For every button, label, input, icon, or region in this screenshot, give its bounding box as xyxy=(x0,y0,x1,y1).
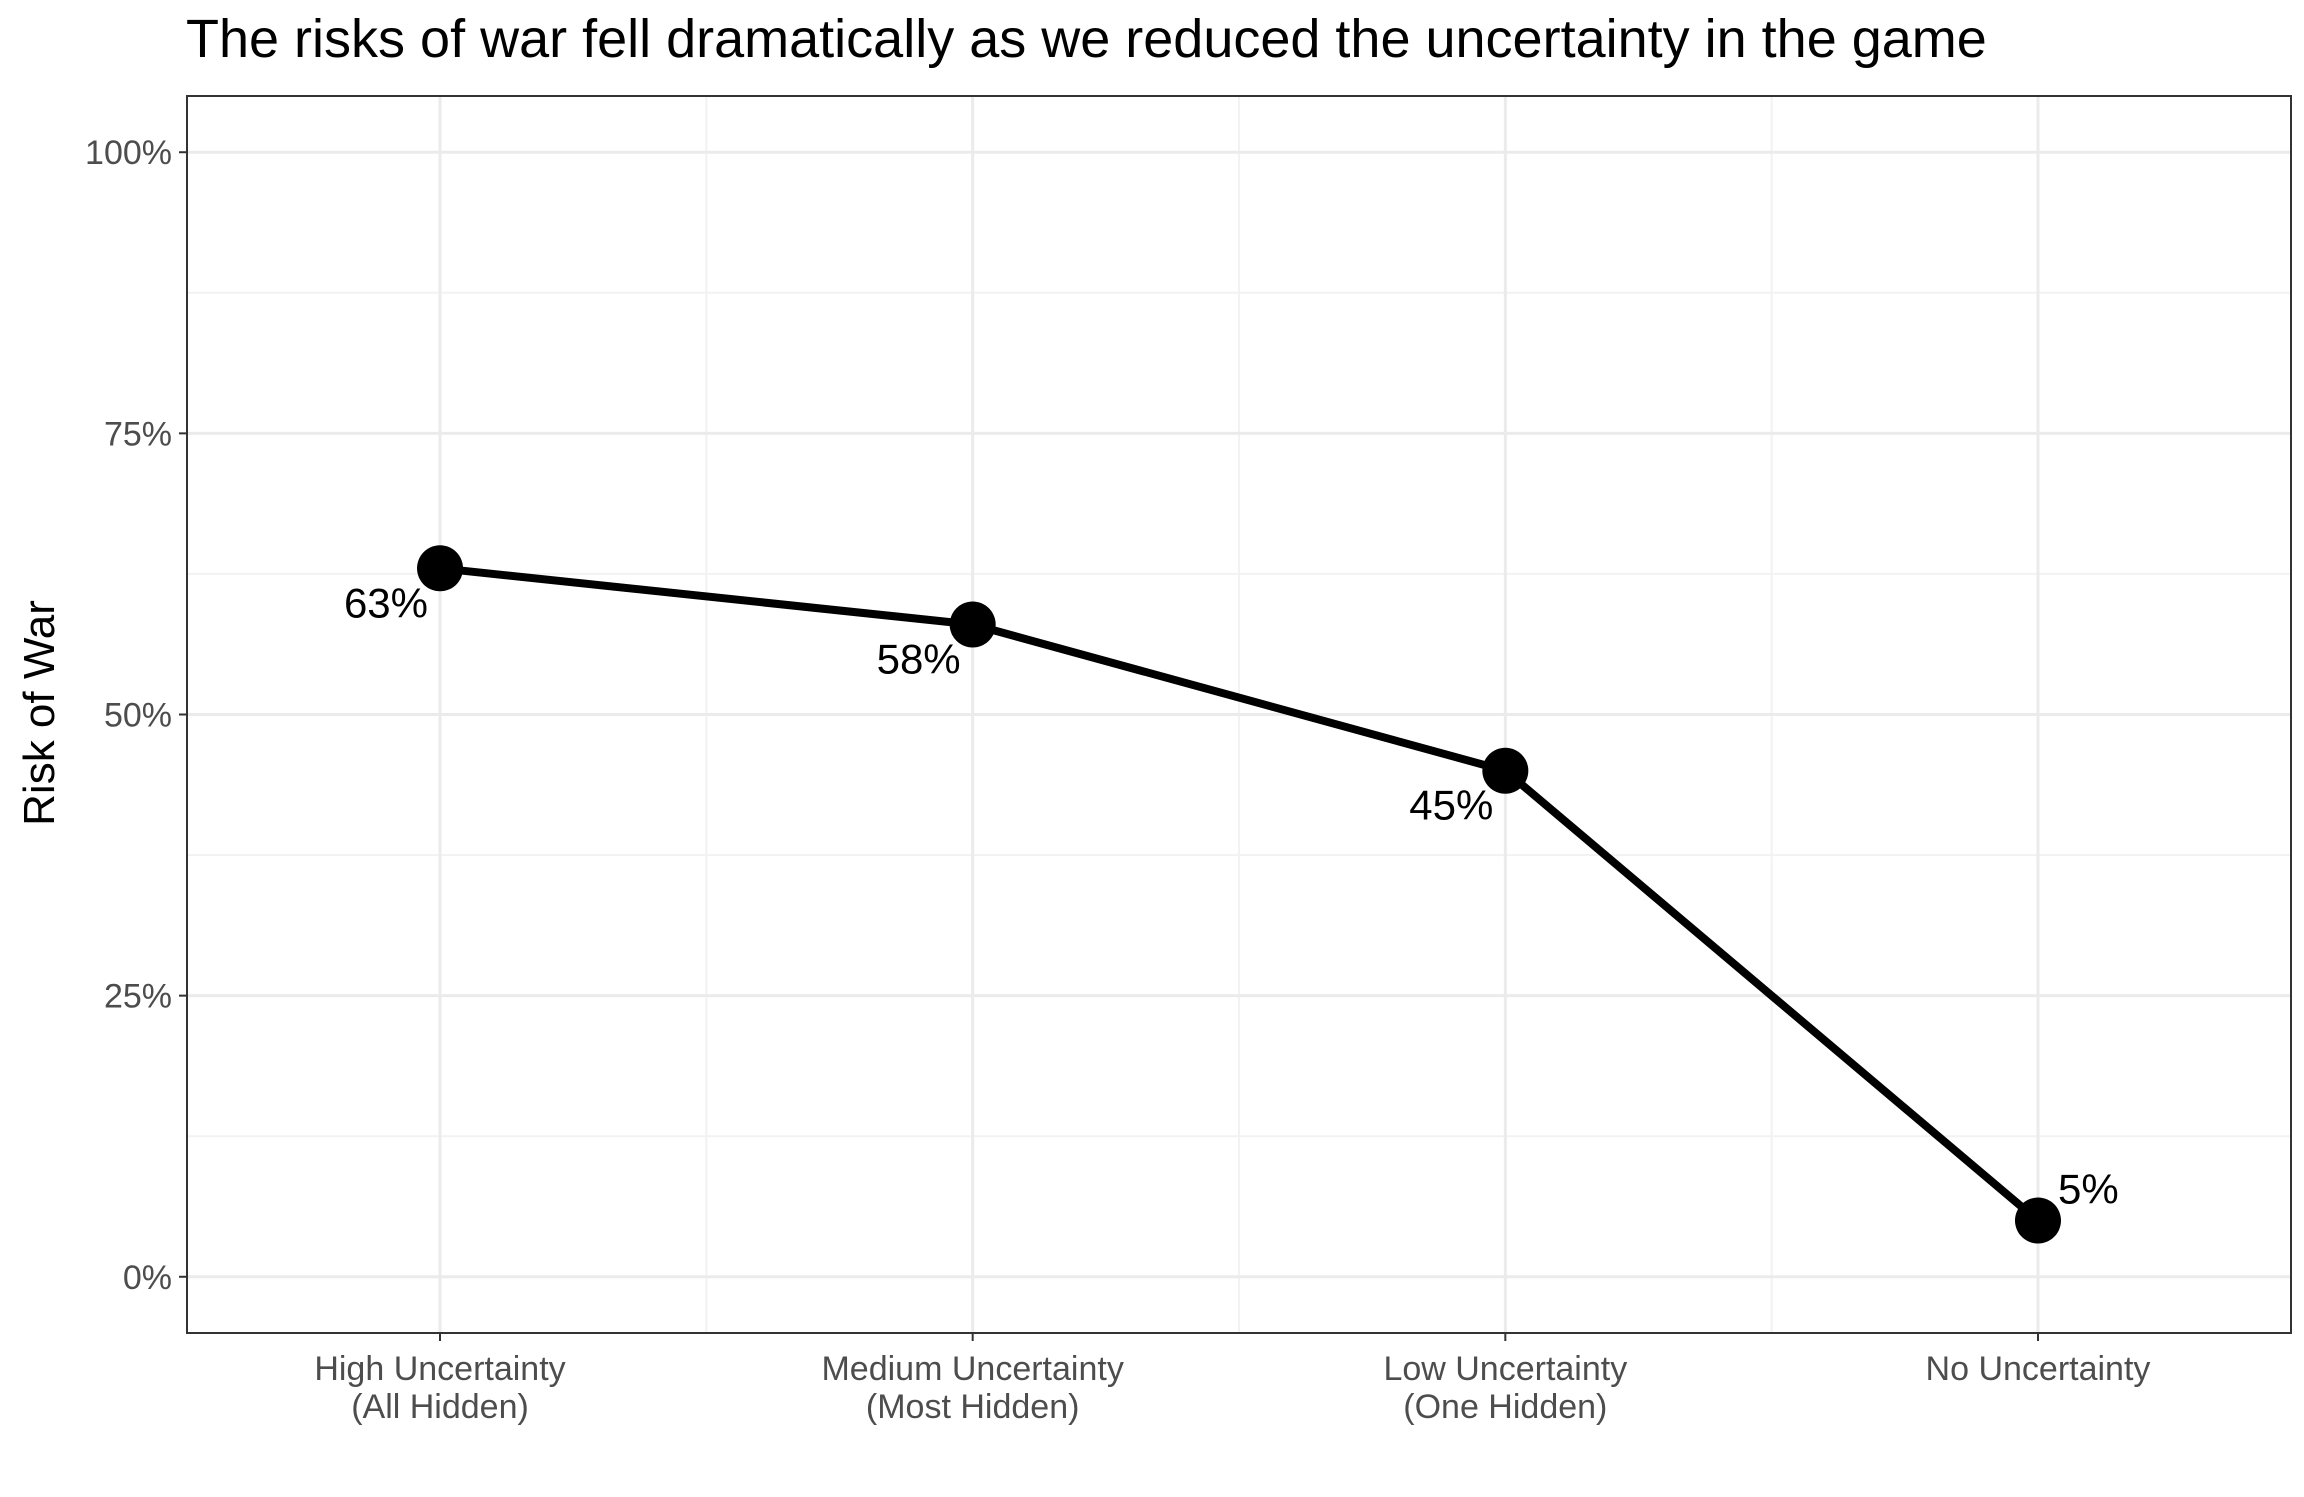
y-tick-label: 0% xyxy=(123,1259,172,1297)
data-labels: 63% 58% 45% 5% xyxy=(344,579,2119,1212)
x-tick-label: High Uncertainty (All Hidden) xyxy=(314,1350,565,1426)
data-point xyxy=(949,601,996,648)
series-line-group xyxy=(436,564,2042,1225)
x-tick-label: Low Uncertainty (One Hidden) xyxy=(1383,1350,1627,1426)
y-tick-label: 50% xyxy=(104,697,172,735)
series-line xyxy=(436,564,2042,1225)
x-tick-label: No Uncertainty xyxy=(1926,1350,2151,1388)
y-axis: 0% 25% 50% 75% 100% xyxy=(85,134,187,1297)
data-point xyxy=(417,545,464,592)
y-tick-label: 25% xyxy=(104,978,172,1016)
x-tick-label: Medium Uncertainty (Most Hidden) xyxy=(821,1350,1123,1426)
data-point xyxy=(2014,1197,2061,1244)
chart-title: The risks of war fell dramatically as we… xyxy=(186,9,1987,69)
x-axis: High Uncertainty (All Hidden) Medium Uncer… xyxy=(314,1333,2150,1426)
y-axis-label: Risk of War xyxy=(15,600,64,826)
y-tick-label: 75% xyxy=(104,415,172,453)
data-point xyxy=(1482,747,1529,794)
y-tick-label: 100% xyxy=(85,134,172,172)
data-label: 63% xyxy=(344,579,428,626)
data-label: 5% xyxy=(2058,1166,2119,1213)
data-label: 58% xyxy=(877,636,961,683)
major-gridlines xyxy=(187,96,2291,1333)
data-label: 45% xyxy=(1409,782,1493,829)
data-points xyxy=(417,545,2061,1244)
